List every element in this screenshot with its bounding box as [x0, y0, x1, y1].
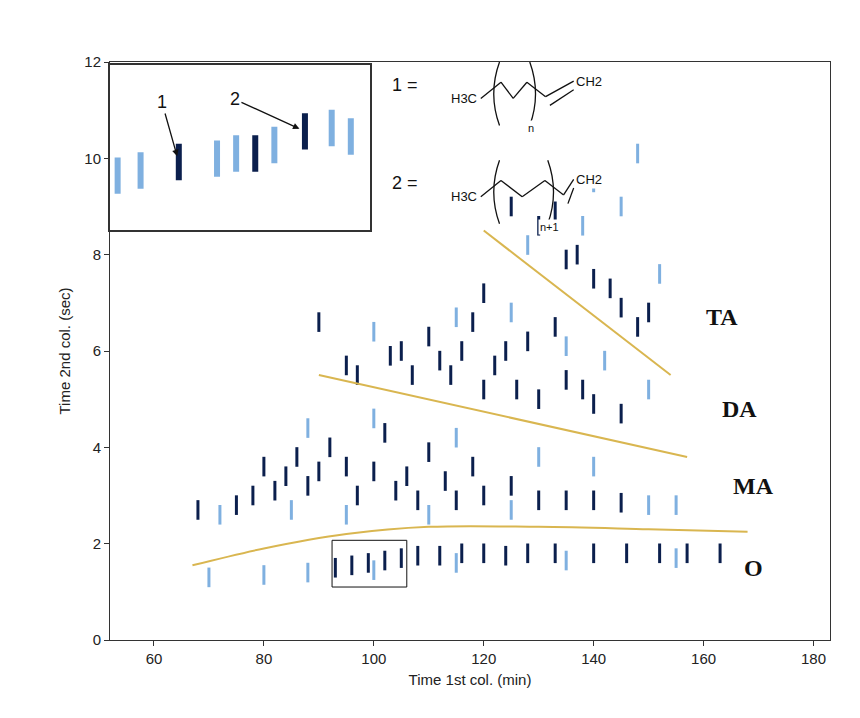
svg-text:100: 100	[361, 650, 386, 667]
svg-text:80: 80	[256, 650, 273, 667]
svg-text:DA: DA	[722, 396, 757, 422]
svg-text:10: 10	[84, 150, 101, 167]
svg-text:120: 120	[471, 650, 496, 667]
svg-text:Time 1st col. (min): Time 1st col. (min)	[409, 671, 532, 688]
svg-text:2: 2	[230, 89, 240, 109]
svg-text:180: 180	[801, 650, 826, 667]
svg-text:H3C: H3C	[451, 189, 477, 204]
svg-text:12: 12	[84, 53, 101, 70]
svg-text:60: 60	[146, 650, 163, 667]
svg-text:CH2: CH2	[576, 172, 602, 187]
svg-text:MA: MA	[733, 473, 774, 499]
svg-text:H3C: H3C	[451, 91, 477, 106]
svg-text:2: 2	[93, 535, 101, 552]
svg-text:1: 1	[157, 92, 167, 112]
svg-text:6: 6	[93, 342, 101, 359]
svg-text:8: 8	[93, 246, 101, 263]
svg-text:n+1: n+1	[540, 221, 559, 233]
svg-text:140: 140	[581, 650, 606, 667]
svg-text:Time 2nd col. (sec): Time 2nd col. (sec)	[56, 288, 73, 415]
svg-text:160: 160	[691, 650, 716, 667]
svg-text:0: 0	[93, 631, 101, 648]
svg-text:2 =: 2 =	[392, 173, 418, 193]
svg-text:TA: TA	[706, 304, 738, 330]
svg-text:4: 4	[93, 439, 101, 456]
svg-text:n: n	[528, 122, 534, 134]
svg-text:1 =: 1 =	[392, 75, 418, 95]
svg-text:O: O	[744, 555, 763, 581]
svg-text:CH2: CH2	[576, 74, 602, 89]
